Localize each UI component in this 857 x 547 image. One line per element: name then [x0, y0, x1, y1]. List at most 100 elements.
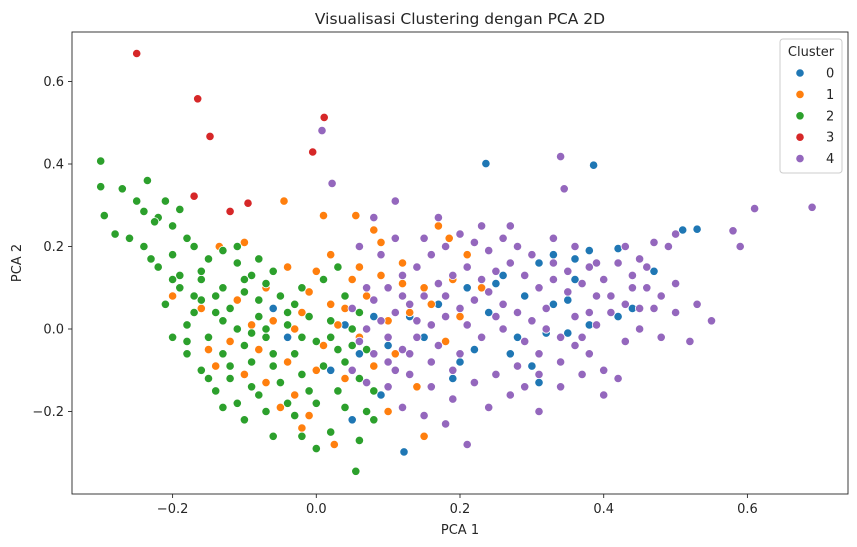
point-cluster-1-38: [369, 361, 379, 371]
legend-label-4: 4: [826, 152, 834, 167]
point-cluster-4-129: [405, 349, 415, 359]
y-tick-label: 0.0: [43, 323, 64, 338]
point-cluster-4-124: [476, 221, 487, 231]
point-cluster-1-20: [326, 299, 336, 309]
legend-marker-2: [795, 111, 805, 121]
point-cluster-2-98: [354, 435, 364, 445]
points-layer: [96, 48, 817, 476]
point-cluster-2-31: [290, 299, 300, 309]
legend-marker-4: [795, 154, 805, 164]
point-cluster-2-105: [168, 274, 178, 285]
point-cluster-4-1: [327, 178, 337, 188]
point-cluster-2-40: [326, 316, 336, 326]
point-cluster-4-126: [397, 291, 408, 301]
point-cluster-0-15: [520, 291, 530, 301]
point-cluster-4-51: [599, 365, 609, 375]
series-4: [317, 126, 817, 450]
point-cluster-1-45: [168, 291, 178, 301]
point-cluster-1-8: [419, 431, 429, 441]
point-cluster-4-28: [433, 278, 443, 289]
point-cluster-4-35: [369, 349, 379, 359]
point-cluster-2-6: [139, 206, 149, 216]
point-cluster-2-52: [297, 369, 307, 379]
point-cluster-4-72: [383, 283, 393, 293]
point-cluster-4-83: [548, 233, 559, 243]
point-cluster-4-105: [369, 295, 379, 305]
point-cluster-2-45: [268, 361, 278, 371]
y-tick-label: 0.2: [43, 240, 64, 255]
point-cluster-2-64: [168, 332, 178, 342]
point-cluster-1-21: [297, 307, 307, 318]
y-tick-label: 0.6: [43, 75, 64, 90]
point-cluster-4-3: [559, 184, 569, 194]
point-cluster-1-13: [282, 262, 293, 272]
point-cluster-1-40: [383, 406, 393, 417]
point-cluster-1-10: [297, 423, 307, 433]
point-cluster-2-95: [282, 398, 293, 408]
point-cluster-1-7: [462, 250, 472, 260]
point-cluster-2-12: [168, 221, 178, 231]
point-cluster-2-8: [175, 204, 185, 214]
x-tick-label: 0.4: [593, 502, 614, 517]
point-cluster-2-85: [189, 291, 199, 301]
point-cluster-4-122: [548, 258, 559, 268]
point-cluster-0-7: [613, 311, 623, 322]
point-cluster-2-68: [326, 427, 336, 437]
point-cluster-4-59: [469, 377, 479, 388]
point-cluster-4-24: [491, 266, 501, 276]
point-cluster-4-57: [512, 361, 523, 371]
point-cluster-2-90: [225, 361, 235, 371]
point-cluster-4-36: [383, 357, 393, 367]
y-tick-label: −0.2: [32, 405, 64, 420]
point-cluster-2-43: [311, 336, 321, 346]
point-cluster-2-88: [110, 229, 120, 239]
point-cluster-4-137: [584, 262, 594, 272]
point-cluster-4-111: [455, 349, 465, 359]
point-cluster-1-24: [225, 336, 235, 346]
point-cluster-1-25: [254, 344, 264, 355]
point-cluster-0-12: [534, 258, 544, 268]
point-cluster-0-0: [481, 159, 491, 169]
point-cluster-4-15: [620, 299, 630, 309]
point-cluster-4-132: [390, 365, 400, 375]
point-cluster-4-114: [520, 336, 530, 346]
point-cluster-2-55: [354, 373, 364, 384]
point-cluster-4-101: [354, 241, 364, 252]
point-cluster-4-140: [577, 332, 587, 342]
point-cluster-1-57: [397, 278, 408, 289]
point-cluster-0-22: [484, 307, 494, 318]
point-cluster-2-107: [333, 262, 343, 272]
point-cluster-4-86: [620, 241, 630, 252]
point-cluster-2-60: [239, 415, 249, 425]
point-cluster-0-35: [282, 332, 293, 342]
point-cluster-4-123: [505, 221, 515, 231]
point-cluster-1-41: [304, 410, 314, 421]
point-cluster-2-21: [247, 270, 257, 280]
point-cluster-0-10: [570, 254, 580, 264]
point-cluster-2-84: [218, 316, 228, 326]
point-cluster-4-120: [649, 303, 659, 313]
legend-title: Cluster: [788, 45, 835, 60]
point-cluster-4-139: [634, 303, 645, 313]
point-cluster-4-13: [642, 283, 652, 293]
point-cluster-1-0: [279, 196, 289, 206]
point-cluster-1-53: [440, 336, 451, 346]
point-cluster-2-41: [347, 324, 357, 334]
point-cluster-4-11: [634, 254, 645, 264]
point-cluster-4-14: [656, 291, 666, 301]
point-cluster-1-43: [333, 320, 343, 330]
point-cluster-2-108: [232, 241, 242, 252]
point-cluster-2-103: [196, 295, 206, 305]
point-cluster-4-104: [433, 213, 443, 223]
point-cluster-4-91: [685, 336, 695, 346]
point-cluster-4-80: [498, 233, 508, 243]
point-cluster-4-68: [484, 402, 494, 412]
point-cluster-2-27: [225, 303, 235, 313]
point-cluster-2-79: [218, 283, 228, 293]
point-cluster-4-66: [440, 419, 451, 429]
point-cluster-0-4: [678, 225, 688, 235]
point-cluster-2-50: [254, 390, 264, 400]
point-cluster-2-7: [160, 196, 170, 206]
point-cluster-2-39: [304, 311, 314, 322]
